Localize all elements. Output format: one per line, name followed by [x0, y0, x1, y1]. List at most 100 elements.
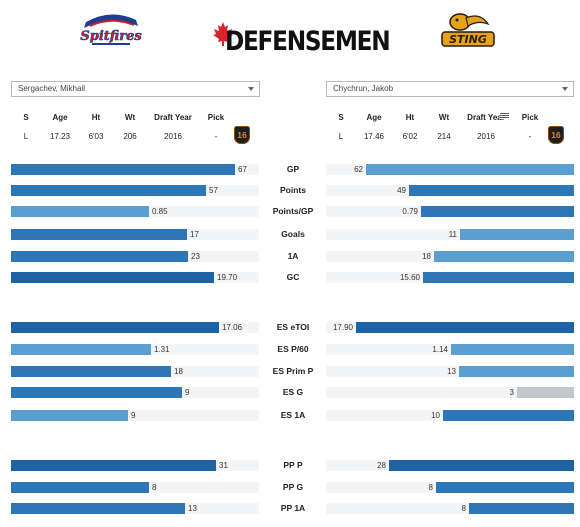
right-stat-bar [459, 366, 574, 377]
left-stat-value: 0.85 [152, 207, 168, 216]
right-stat-value: 49 [397, 186, 406, 195]
right-stat-bar [356, 322, 574, 333]
left-stat-bar [11, 344, 151, 355]
header-shoots: S [338, 113, 344, 122]
left-stat-bar [11, 410, 128, 421]
stat-label: 1A [287, 251, 299, 261]
left-stat-bar [11, 387, 182, 398]
header-age: Age [366, 113, 382, 122]
right-stat-bar [409, 185, 574, 196]
chevron-down-icon[interactable] [562, 87, 568, 91]
stat-label: Goals [281, 229, 305, 239]
svg-text:Spitfires: Spitfires [80, 29, 142, 44]
header-shoots: S [23, 113, 29, 122]
right-stat-value: 3 [509, 388, 514, 397]
right-stat-bar [460, 229, 574, 240]
chevron-down-icon[interactable] [248, 87, 254, 91]
left-stat-bar [11, 229, 187, 240]
left-stat-bar [11, 366, 171, 377]
right-stat-value: 13 [447, 367, 456, 376]
left-stat-value: 23 [191, 252, 200, 261]
left-draft-year: 2016 [164, 132, 182, 141]
left-pick: - [214, 132, 218, 141]
header-pick: Pick [521, 113, 539, 122]
right-weight: 214 [437, 132, 451, 141]
left-stat-value: 9 [185, 388, 190, 397]
stat-label: ES 1A [280, 410, 306, 420]
left-stat-value: 8 [152, 483, 157, 492]
right-player-select[interactable]: Chychrun, Jakob [326, 81, 574, 97]
left-stat-value: 17 [190, 230, 199, 239]
header-draft-year: Draft Year [154, 113, 192, 122]
right-pick: - [528, 132, 532, 141]
header-pick: Pick [207, 113, 225, 122]
right-stat-value: 11 [448, 230, 457, 239]
league-badge-icon: 16 [234, 126, 250, 144]
left-stat-bar [11, 272, 214, 283]
right-stat-value: 10 [431, 411, 440, 420]
left-stat-bar [11, 206, 149, 217]
left-stat-bar [11, 503, 185, 514]
right-stat-value: 28 [377, 461, 386, 470]
header-age: Age [52, 113, 68, 122]
left-stat-value: 31 [219, 461, 228, 470]
stat-label: ES P/60 [277, 344, 309, 354]
header-weight: Wt [124, 113, 136, 122]
right-stat-bar [443, 410, 574, 421]
league-badge-icon: 16 [548, 126, 564, 144]
left-stat-value: 57 [209, 186, 218, 195]
left-height: 6'03 [88, 132, 104, 141]
right-stat-track [326, 344, 574, 355]
stat-label: ES G [282, 387, 304, 397]
left-stat-value: 19.70 [217, 273, 238, 282]
right-stat-value: 17.90 [332, 323, 353, 332]
left-stat-value: 18 [174, 367, 183, 376]
stat-label: ES eTOI [276, 322, 310, 332]
spitfires-logo: Spitfires [80, 8, 143, 52]
right-stat-value: 62 [354, 165, 363, 174]
stat-label: ES Prim P [272, 366, 314, 376]
stat-label: Points [280, 185, 306, 195]
header-height: Ht [91, 113, 101, 122]
right-height: 6'02 [402, 132, 418, 141]
left-stat-value: 17.06 [222, 323, 243, 332]
stat-label: GP [286, 164, 300, 174]
header-weight: Wt [438, 113, 450, 122]
left-stat-bar [11, 164, 235, 175]
left-stat-track [11, 410, 259, 421]
page-title: DEFENSEMEN [225, 26, 391, 57]
right-stat-value: 18 [422, 252, 431, 261]
left-weight: 206 [123, 132, 137, 141]
left-stat-bar [11, 482, 149, 493]
right-stat-value: 15.60 [399, 273, 420, 282]
maple-leaf-icon [213, 22, 233, 46]
stat-label: GC [286, 272, 300, 282]
left-stat-bar [11, 322, 219, 333]
right-stat-track [326, 229, 574, 240]
left-stat-value: 9 [131, 411, 136, 420]
right-stat-bar [451, 344, 574, 355]
stat-label: PP 1A [280, 503, 306, 513]
right-stat-bar [517, 387, 574, 398]
title-logo: DEFENSEMEN [213, 20, 391, 60]
right-stat-value: 8 [428, 483, 433, 492]
right-stat-value: 8 [461, 504, 466, 513]
right-stat-bar [389, 460, 574, 471]
right-stat-bar [469, 503, 574, 514]
svg-text:STING: STING [449, 33, 487, 46]
right-stat-bar [423, 272, 574, 283]
right-stat-track [326, 503, 574, 514]
left-stat-bar [11, 185, 206, 196]
stingers-logo: STING [436, 8, 498, 52]
right-age: 17.46 [363, 132, 385, 141]
right-player-name: Chychrun, Jakob [333, 84, 394, 93]
left-stat-value: 67 [238, 165, 247, 174]
left-stat-bar [11, 251, 188, 262]
left-player-select[interactable]: Sergachev, Mikhail [11, 81, 260, 97]
header-height: Ht [405, 113, 415, 122]
left-stat-value: 13 [188, 504, 197, 513]
right-stat-bar [436, 482, 574, 493]
right-stat-bar [421, 206, 574, 217]
left-age: 17.23 [49, 132, 71, 141]
right-shoots: L [338, 132, 344, 141]
